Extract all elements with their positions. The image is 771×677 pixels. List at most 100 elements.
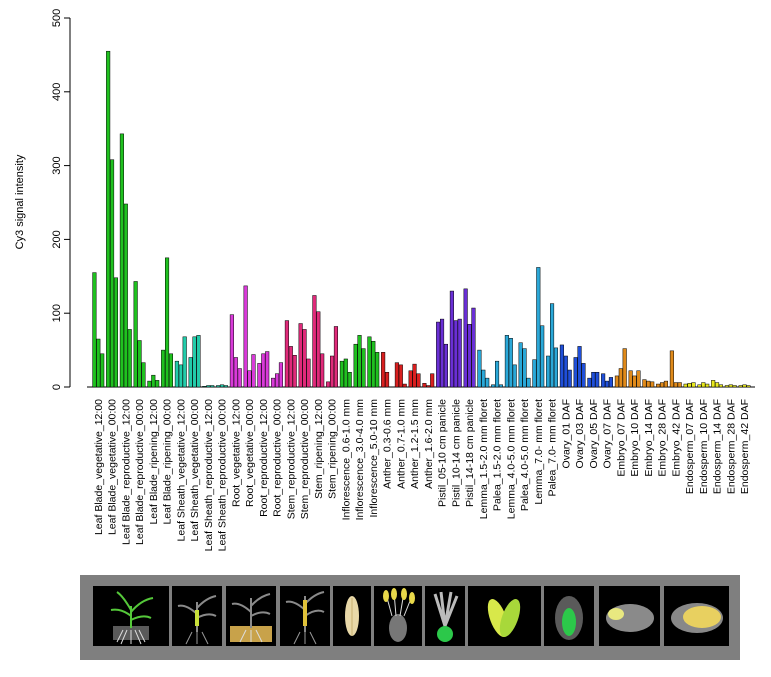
bar <box>467 324 472 388</box>
category-label: Pistil_14-18 cm panicle <box>464 399 476 507</box>
bar <box>100 353 105 388</box>
bar <box>247 370 252 388</box>
bar <box>711 380 716 388</box>
category-label: Root_vegetative_12:00 <box>230 399 242 507</box>
y-axis-label: Cy3 signal intensity <box>14 154 26 249</box>
bar <box>106 50 111 388</box>
category-label: Inflorescence_5.0-10 mm <box>368 399 380 518</box>
category-label: Inflorescence_3.0-4.0 mm <box>354 399 366 521</box>
bar <box>715 382 720 388</box>
bar <box>636 370 641 388</box>
bar <box>546 355 551 388</box>
bar <box>261 353 266 388</box>
bar <box>536 267 541 388</box>
tissue-tile-pistil <box>425 586 465 646</box>
tissue-tile-endosperm <box>664 586 729 646</box>
bar <box>161 349 166 388</box>
bar <box>343 358 348 388</box>
bar <box>188 357 193 388</box>
bar <box>412 363 417 388</box>
bar <box>375 352 380 388</box>
bar <box>326 381 331 388</box>
bar <box>312 295 317 388</box>
y-tick-label: 200 <box>51 230 63 248</box>
bar <box>673 382 678 388</box>
bar <box>718 384 724 388</box>
bar <box>628 370 633 388</box>
bar <box>656 383 661 388</box>
bar <box>168 353 173 388</box>
bar <box>701 382 706 388</box>
bar <box>738 385 743 388</box>
bar <box>202 386 207 388</box>
bar <box>220 384 225 388</box>
bar <box>436 321 441 388</box>
category-label: Leaf Blade_ripening_12:00 <box>148 399 160 525</box>
tissue-tile-anther <box>374 586 422 646</box>
bar <box>408 370 413 388</box>
category-label: Endosperm_28 DAF <box>725 399 737 494</box>
bars-layer <box>92 50 751 388</box>
bar <box>746 385 751 388</box>
bar <box>361 348 366 388</box>
bar <box>485 377 490 388</box>
plant-ripening-icon <box>285 591 325 645</box>
plant-reproductive-icon <box>230 593 272 643</box>
bar <box>463 288 468 388</box>
bar <box>402 383 407 388</box>
y-axis: 0 100 200 300 400 500 <box>51 9 71 390</box>
bar <box>608 377 614 388</box>
tissue-tile-seedling <box>93 586 169 646</box>
y-tick-label: 100 <box>51 304 63 322</box>
ovary-icon <box>555 596 583 640</box>
bar <box>453 320 458 388</box>
category-label: Stem_reproductive_12:00 <box>285 399 297 519</box>
category-label: Root_reproductive_12:00 <box>258 399 270 517</box>
bar <box>113 277 119 388</box>
bar <box>581 363 586 388</box>
bar <box>92 272 97 388</box>
bar <box>147 380 152 388</box>
bar <box>257 363 262 388</box>
bar <box>550 303 555 388</box>
bar <box>271 377 276 388</box>
bar <box>233 357 238 388</box>
bar <box>559 344 564 388</box>
bar <box>302 329 307 388</box>
category-label: Stem_reproductive_00:00 <box>299 399 311 519</box>
bar <box>320 353 325 388</box>
bar <box>491 384 496 388</box>
bar <box>422 383 427 388</box>
category-label: Leaf Sheath_reproductive_12:00 <box>203 399 215 552</box>
bar <box>278 362 283 388</box>
bar <box>705 383 710 388</box>
embryo-icon <box>606 604 654 632</box>
tissue-tile-ripening-plant <box>280 586 330 646</box>
bar <box>573 357 578 388</box>
bar <box>123 203 128 388</box>
inflorescence-icon <box>345 596 359 636</box>
bar <box>663 380 669 388</box>
category-label: Endosperm_14 DAF <box>712 399 724 494</box>
bar <box>650 381 655 388</box>
bar <box>353 343 358 388</box>
bar <box>481 369 486 388</box>
bar <box>601 373 606 388</box>
category-label: Lemma_4.0-5.0 mm floret <box>505 399 517 519</box>
bar <box>381 352 386 388</box>
bar-chart: 0 100 200 300 400 500 Cy3 signal intensity Le… <box>14 9 755 552</box>
bar <box>306 358 311 388</box>
category-label: Anther_1.6-2.0 mm <box>423 399 435 489</box>
category-label: Anther_0.7-1.0 mm <box>395 399 407 489</box>
category-label: Pistil_10-14 cm panicle <box>450 399 462 507</box>
bar <box>440 318 445 388</box>
bar <box>196 335 201 388</box>
tissue-tile-vegetative-plant <box>172 586 222 646</box>
bar <box>632 375 637 388</box>
category-label: Lemma_1.5-2.0 mm floret <box>478 399 490 519</box>
bar <box>182 336 187 388</box>
y-tick-label: 300 <box>51 156 63 174</box>
category-label: Leaf Blade_vegetative_00:00 <box>107 399 119 535</box>
bar <box>669 350 674 388</box>
bar <box>646 380 651 388</box>
